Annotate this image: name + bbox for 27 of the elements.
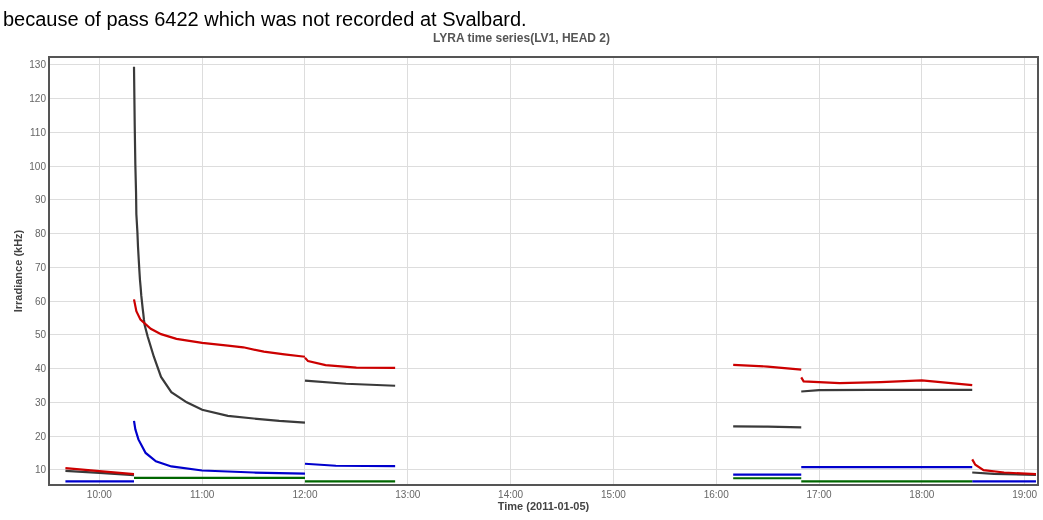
x-tick-label: 19:00 [1012, 489, 1038, 500]
y-tick-label: 90 [34, 194, 47, 206]
x-tick-label: 13:00 [395, 489, 421, 500]
y-tick-label: 100 [29, 160, 47, 172]
y-tick-label: 20 [34, 430, 47, 442]
x-tick-label: 17:00 [806, 489, 832, 500]
y-tick-label: 80 [34, 228, 47, 240]
y-tick-label: 60 [34, 295, 47, 307]
y-tick-label: 30 [34, 396, 47, 408]
chart-title: LYRA time series(LV1, HEAD 2) [433, 31, 610, 45]
y-axis-title: Irradiance (kHz) [12, 229, 25, 313]
x-tick-label: 16:00 [703, 489, 730, 500]
x-tick-label: 10:00 [86, 489, 113, 500]
x-tick-label: 14:00 [498, 489, 524, 500]
y-tick-label: 50 [34, 329, 47, 341]
y-tick-label: 10 [34, 464, 47, 476]
x-tick-label: 15:00 [600, 489, 627, 500]
x-tick-label: 12:00 [292, 489, 318, 500]
y-tick-label: 110 [30, 126, 47, 138]
text: because of pass 6422 which was not recorded at Svalbard. [3, 8, 527, 30]
y-tick-label: 130 [29, 59, 47, 71]
x-axis-title: Time (2011-01-05) [497, 500, 590, 512]
y-tick-label: 120 [29, 93, 47, 105]
x-tick-label: 11:00 [190, 489, 215, 500]
y-tick-label: 40 [34, 363, 47, 375]
x-tick-label: 18:00 [909, 489, 935, 500]
y-tick-label: 70 [34, 261, 47, 273]
